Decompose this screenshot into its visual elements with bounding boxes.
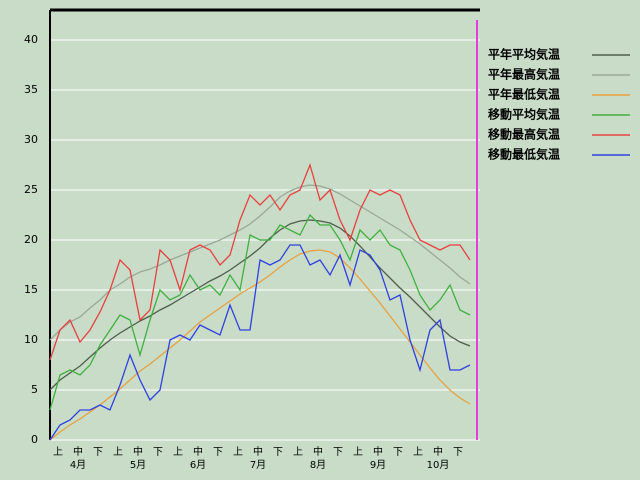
month-label: 8月 [310, 459, 326, 471]
x-tick-label: 下 [333, 447, 343, 458]
x-tick-label: 下 [213, 447, 223, 458]
x-tick-label: 中 [433, 445, 443, 458]
legend-label: 移動最低気温 [488, 147, 560, 162]
legend-label: 移動平均気温 [488, 107, 560, 122]
x-tick-label: 中 [373, 445, 383, 458]
plot-layer: 0510152025303540上中下上中下上中下上中下上中下上中下上中下4月 5… [24, 33, 630, 471]
series-line [49, 249, 471, 441]
y-tick-label: 40 [24, 33, 38, 46]
series-line [49, 184, 471, 341]
month-label: 9月 [370, 459, 386, 471]
x-tick-label: 上 [53, 446, 63, 458]
x-tick-label: 下 [453, 447, 463, 458]
month-label: 10月 [427, 459, 450, 471]
x-tick-label: 中 [73, 445, 83, 458]
x-tick-label: 上 [413, 446, 423, 458]
month-label: 4月 [70, 459, 86, 471]
x-tick-label: 上 [233, 446, 243, 458]
legend-label: 平年最高気温 [488, 67, 560, 82]
series-line [49, 162, 471, 361]
y-tick-label: 10 [24, 333, 38, 346]
x-tick-label: 中 [253, 445, 263, 458]
y-tick-label: 35 [24, 83, 38, 96]
month-label: 6月 [190, 459, 206, 471]
x-tick-label: 上 [293, 446, 303, 458]
y-tick-label: 5 [31, 383, 38, 396]
legend-label: 平年最低気温 [488, 87, 560, 102]
y-tick-label: 25 [24, 183, 38, 196]
y-tick-label: 15 [24, 283, 38, 296]
series-line [49, 244, 471, 441]
month-label: 7月 [250, 459, 266, 471]
series-line [49, 213, 471, 411]
x-tick-label: 中 [193, 445, 203, 458]
y-tick-label: 0 [31, 433, 38, 446]
x-tick-label: 上 [353, 446, 363, 458]
legend-label: 平年平均気温 [488, 47, 560, 62]
x-tick-label: 中 [313, 445, 323, 458]
x-tick-label: 中 [133, 445, 143, 458]
legend-label: 移動最高気温 [488, 127, 560, 142]
x-tick-label: 下 [153, 447, 163, 458]
x-tick-label: 下 [93, 447, 103, 458]
y-tick-label: 30 [24, 133, 38, 146]
series-line [49, 219, 471, 391]
x-tick-label: 上 [173, 446, 183, 458]
month-label: 5月 [130, 459, 146, 471]
x-tick-label: 上 [113, 446, 123, 458]
x-tick-label: 下 [393, 447, 403, 458]
x-tick-label: 下 [273, 447, 283, 458]
y-tick-label: 20 [24, 233, 38, 246]
